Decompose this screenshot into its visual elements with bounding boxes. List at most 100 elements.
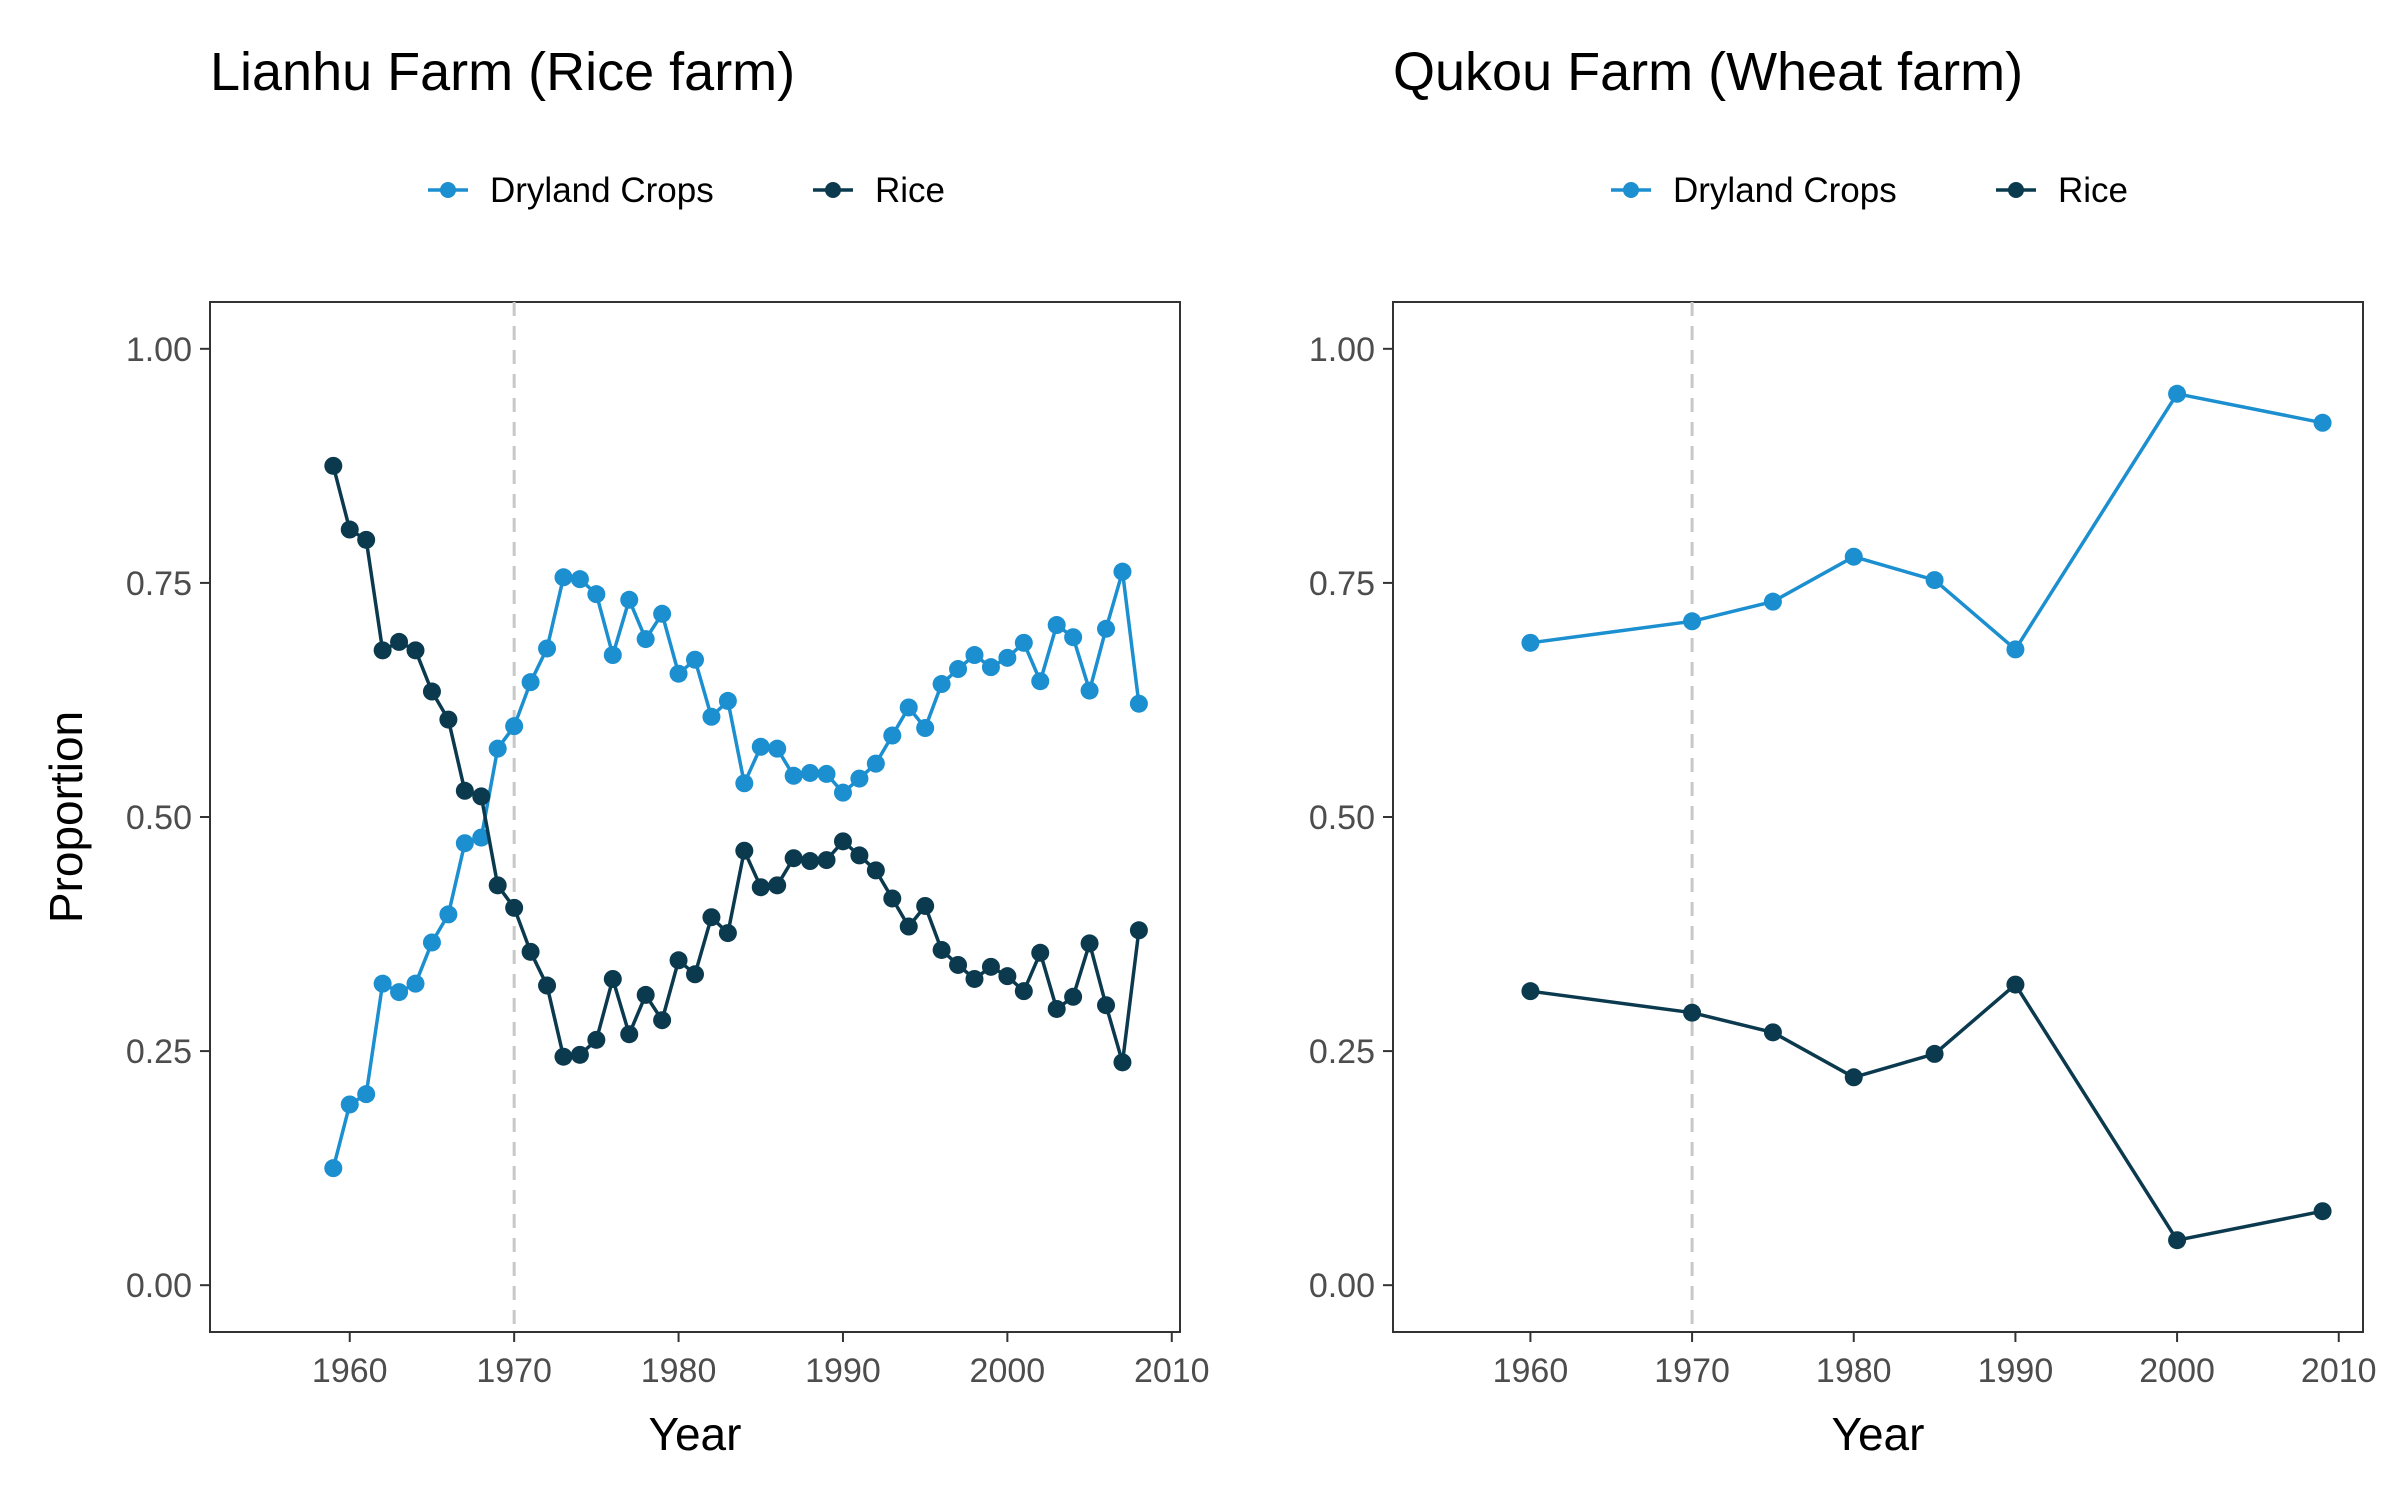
data-point xyxy=(2168,1231,2187,1250)
data-point xyxy=(1129,694,1148,713)
plot-frame xyxy=(209,301,1181,1333)
data-point xyxy=(340,1095,359,1114)
data-point xyxy=(850,846,869,865)
data-point xyxy=(439,905,458,924)
data-point xyxy=(1097,996,1116,1015)
data-point xyxy=(981,658,1000,677)
data-point xyxy=(784,766,803,785)
series-rice xyxy=(324,456,1148,1072)
x-tick-label: 1960 xyxy=(1493,1352,1569,1390)
x-tick-label: 2010 xyxy=(2301,1352,2377,1390)
data-point xyxy=(373,641,392,660)
data-point xyxy=(702,707,721,726)
data-point xyxy=(686,650,704,669)
data-point xyxy=(1129,921,1148,940)
x-tick-label: 1990 xyxy=(1978,1352,2054,1390)
legend-label: Rice xyxy=(2058,171,2128,210)
data-point xyxy=(324,456,343,475)
data-point xyxy=(981,957,1000,976)
data-point xyxy=(817,764,836,783)
data-point xyxy=(883,889,902,908)
legend-label: Dryland Crops xyxy=(490,171,714,210)
data-point xyxy=(1925,571,1944,590)
chart-title: Lianhu Farm (Rice farm) xyxy=(210,42,795,102)
series-rice xyxy=(1521,975,2332,1250)
data-point xyxy=(488,876,507,895)
data-point xyxy=(340,520,359,539)
data-point xyxy=(2313,413,2332,432)
data-point xyxy=(932,675,951,694)
y-tick-label: 0.25 xyxy=(1309,1033,1375,1071)
legend-item: Dryland Crops xyxy=(1611,171,1897,210)
data-point xyxy=(455,781,474,800)
y-tick-label: 0.00 xyxy=(126,1267,192,1305)
y-axis: 0.00 0.25 0.50 0.75 1.00 xyxy=(1309,331,1393,1305)
data-point xyxy=(1113,1053,1132,1072)
legend-key-marker xyxy=(825,182,841,198)
data-point xyxy=(373,974,392,993)
data-point xyxy=(686,965,704,984)
data-point xyxy=(801,852,820,871)
data-point xyxy=(406,641,425,660)
data-point xyxy=(1683,1003,1702,1022)
data-point xyxy=(390,632,409,651)
y-tick-label: 0.75 xyxy=(1309,565,1375,603)
series-dryland-crops xyxy=(324,562,1148,1178)
data-point xyxy=(998,648,1017,667)
data-point xyxy=(439,710,458,729)
data-point xyxy=(1080,934,1099,953)
legend-item: Dryland Crops xyxy=(428,171,714,210)
y-tick-label: 1.00 xyxy=(1309,331,1375,369)
legend-key-marker xyxy=(440,182,456,198)
data-point xyxy=(587,1030,606,1049)
data-point xyxy=(620,590,639,609)
data-point xyxy=(653,604,672,623)
y-tick-label: 0.50 xyxy=(1309,799,1375,837)
data-point xyxy=(538,639,557,658)
data-point xyxy=(817,851,836,870)
data-point xyxy=(636,985,655,1004)
data-point xyxy=(472,787,491,806)
chart-title: Qukou Farm (Wheat farm) xyxy=(1393,42,2023,102)
x-tick-label: 1970 xyxy=(1654,1352,1730,1390)
data-point xyxy=(1521,633,1540,652)
plot-frame xyxy=(1392,301,2364,1333)
data-point xyxy=(1844,547,1863,566)
y-tick-label: 0.00 xyxy=(1309,1267,1375,1305)
data-point xyxy=(603,646,622,665)
data-point xyxy=(472,828,491,847)
series-line xyxy=(1530,392,2323,652)
data-point xyxy=(505,898,524,917)
data-point xyxy=(422,933,441,952)
data-point xyxy=(1097,619,1116,638)
data-point xyxy=(801,763,820,782)
x-axis: 1960 1970 1980 1990 2000 2010 xyxy=(1493,1332,2377,1390)
data-point xyxy=(521,942,540,961)
data-point xyxy=(702,908,721,927)
y-axis-title: Proportion xyxy=(40,711,92,923)
data-point xyxy=(357,530,376,549)
legend-item: Rice xyxy=(1996,171,2128,210)
data-point xyxy=(932,940,951,959)
data-point xyxy=(768,739,787,758)
data-point xyxy=(2006,975,2025,994)
data-point xyxy=(998,967,1017,986)
data-point xyxy=(751,737,770,756)
data-point xyxy=(833,783,852,802)
series-dryland-crops xyxy=(1521,384,2332,659)
data-point xyxy=(833,832,852,851)
data-point xyxy=(1031,943,1050,962)
data-point xyxy=(2006,640,2025,659)
data-point xyxy=(899,698,918,717)
data-point xyxy=(768,876,787,895)
data-point xyxy=(357,1085,376,1104)
x-axis: 1960 1970 1980 1990 2000 2010 xyxy=(312,1332,1210,1390)
data-point xyxy=(653,1011,672,1030)
data-point xyxy=(620,1025,639,1044)
data-point xyxy=(521,673,540,692)
data-point xyxy=(965,969,984,988)
x-tick-label: 2000 xyxy=(970,1352,1046,1390)
series-line xyxy=(1530,982,2323,1242)
data-point xyxy=(883,726,902,745)
